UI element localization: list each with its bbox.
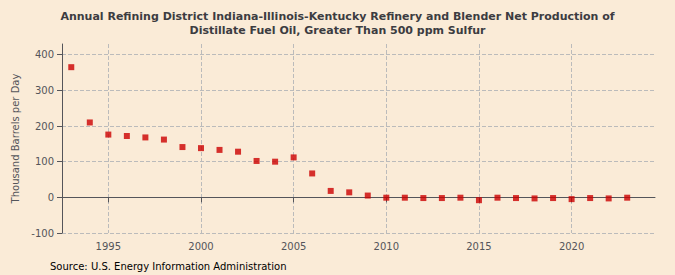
svg-text:Thousand Barrels per Day: Thousand Barrels per Day [10, 74, 21, 205]
svg-text:2015: 2015 [466, 241, 491, 252]
svg-text:300: 300 [35, 85, 54, 96]
svg-text:400: 400 [35, 49, 54, 60]
svg-text:2010: 2010 [374, 241, 399, 252]
svg-text:Source: U.S. Energy Informatio: Source: U.S. Energy Information Administ… [50, 261, 287, 272]
svg-text:2020: 2020 [559, 241, 584, 252]
svg-text:2000: 2000 [188, 241, 213, 252]
svg-text:1995: 1995 [96, 241, 121, 252]
svg-text:Annual Refining District India: Annual Refining District Indiana-Illinoi… [60, 10, 614, 23]
svg-text:100: 100 [35, 156, 54, 167]
svg-text:Distillate Fuel Oil, Greater T: Distillate Fuel Oil, Greater Than 500 pp… [190, 24, 486, 37]
svg-text:2005: 2005 [281, 241, 306, 252]
svg-text:200: 200 [35, 121, 54, 132]
svg-text:0: 0 [48, 192, 54, 203]
svg-text:-100: -100 [31, 228, 54, 239]
